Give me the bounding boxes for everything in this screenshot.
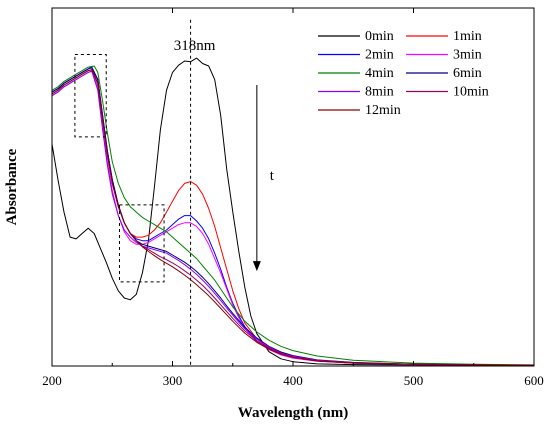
legend-item-1min: 1min <box>406 29 482 44</box>
legend-label: 2min <box>365 48 394 63</box>
series-line-12min <box>52 69 534 366</box>
time-arrow-label: t <box>270 168 275 184</box>
plot-area <box>52 57 534 366</box>
legend-label: 3min <box>453 48 482 63</box>
legend-label: 12min <box>365 103 401 118</box>
series-line-8min <box>52 70 534 366</box>
legend-item-0min: 0min <box>318 29 394 44</box>
dashed-zoom-box <box>74 54 107 138</box>
legend-label: 1min <box>453 29 482 44</box>
legend-item-6min: 6min <box>406 66 482 81</box>
x-tick-label: 200 <box>42 373 62 388</box>
axis-ticks: 200 300 400 500 600 <box>42 8 544 388</box>
legend-item-3min: 3min <box>406 48 482 63</box>
legend-label: 8min <box>365 85 394 100</box>
legend-label: 0min <box>365 29 394 44</box>
y-axis-label: Absorbance <box>4 148 20 225</box>
series-lines <box>52 57 534 366</box>
x-tick-label: 600 <box>524 373 544 388</box>
legend-label: 6min <box>453 66 482 81</box>
time-arrow-head <box>252 261 261 272</box>
series-line-0min <box>52 57 534 366</box>
peak-label: 318nm <box>174 38 216 54</box>
x-tick-label: 300 <box>163 373 183 388</box>
annotations: 318nm t <box>74 19 275 366</box>
series-line-4min <box>52 65 534 366</box>
legend: 0min 1min 2min 3min 4min 6min 8min 10min 12min <box>318 29 489 118</box>
series-line-6min <box>52 67 534 366</box>
legend-label: 10min <box>453 85 489 100</box>
x-tick-label: 400 <box>283 373 303 388</box>
x-axis-label: Wavelength (nm) <box>238 405 348 421</box>
legend-item-4min: 4min <box>318 66 394 81</box>
legend-label: 4min <box>365 66 394 81</box>
legend-item-8min: 8min <box>318 85 394 100</box>
x-tick-label: 500 <box>404 373 424 388</box>
legend-item-12min: 12min <box>318 103 401 118</box>
legend-item-2min: 2min <box>318 48 394 63</box>
legend-item-10min: 10min <box>406 85 489 100</box>
dashed-zoom-box <box>118 204 165 283</box>
